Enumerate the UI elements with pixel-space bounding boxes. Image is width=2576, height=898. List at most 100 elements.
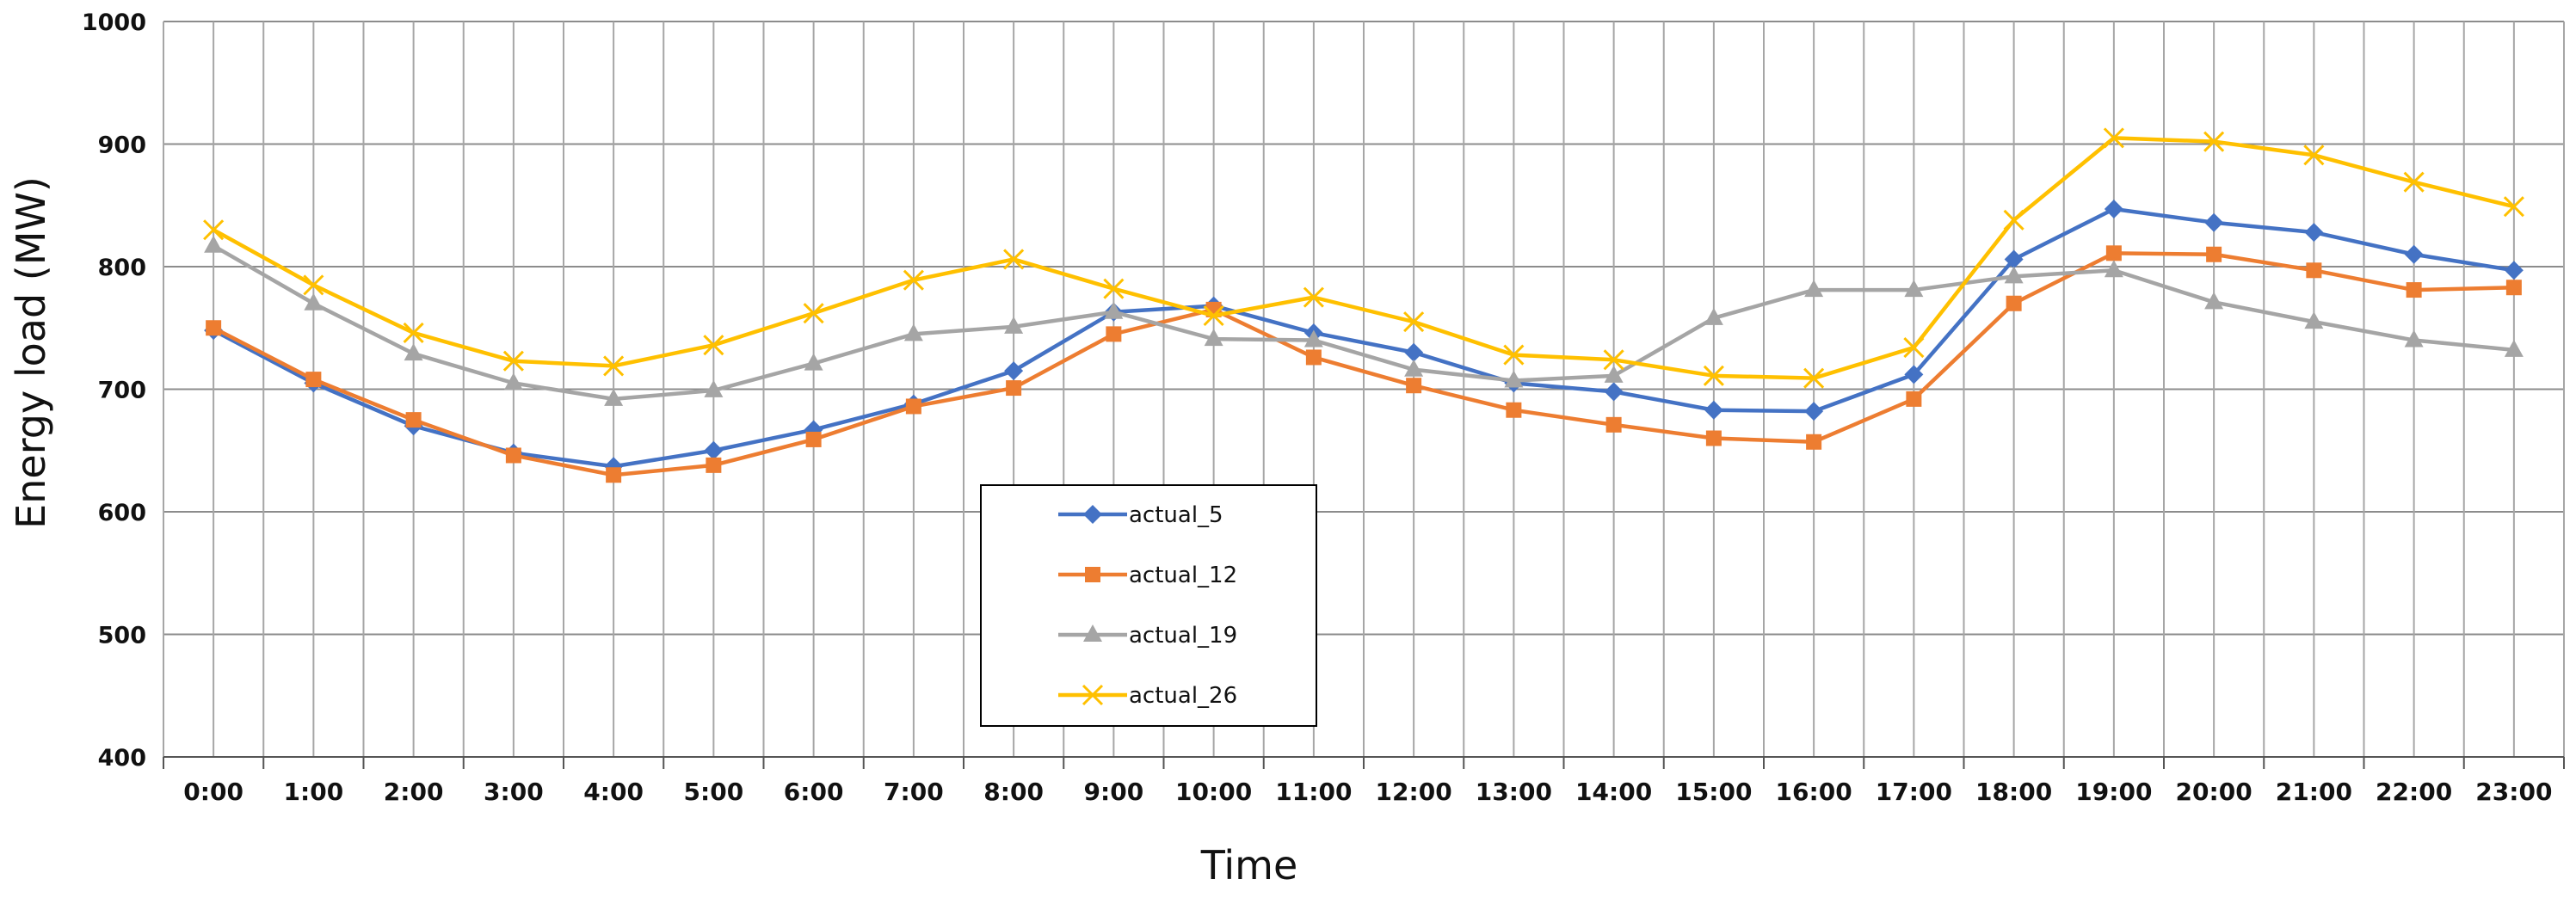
data-point [1904,280,1924,298]
data-point [1904,365,1924,384]
data-point [1906,391,1922,407]
data-point [2303,145,2325,166]
x-tick-label: 4:00 [583,778,644,806]
data-point [503,372,523,391]
legend-label: actual_19 [1129,623,1237,649]
data-point [1006,380,1022,397]
data-point [1303,286,1324,308]
data-point [2103,127,2124,149]
data-point [2504,261,2524,280]
data-point [2304,311,2324,329]
data-point [604,388,624,406]
data-point [2404,244,2424,264]
data-point [1305,349,1322,366]
data-point [1603,349,1624,371]
y-tick-label: 500 [98,623,146,649]
x-tick-label: 13:00 [1476,778,1552,806]
x-tick-label: 7:00 [884,778,944,806]
data-point [2403,171,2425,193]
legend-item: actual_5 [1058,502,1223,528]
data-point [2504,339,2524,357]
data-point [2104,200,2123,219]
data-point [2206,246,2222,262]
data-point [204,235,224,253]
data-point [1806,434,1822,450]
y-tick-label: 900 [98,132,146,159]
series-line [213,251,2514,477]
data-point [1203,304,1224,327]
data-point [304,292,324,311]
x-tick-label: 15:00 [1675,778,1752,806]
data-point [203,219,225,241]
data-point [1903,336,1925,359]
data-point [905,398,921,415]
data-point [2203,131,2225,152]
x-tick-label: 14:00 [1575,778,1652,806]
data-point [1504,370,1524,388]
series-actual_26 [203,127,2524,389]
x-tick-label: 9:00 [1084,778,1144,806]
data-point [603,355,625,377]
legend-swatch-marker [1082,684,1104,706]
data-point [1605,416,1622,433]
data-point [1703,365,1724,386]
data-point [1204,329,1223,347]
x-tick-label: 10:00 [1175,778,1252,806]
data-point [305,372,322,388]
x-tick-label: 18:00 [1975,778,2052,806]
data-point [505,447,521,464]
legend-label: actual_12 [1129,563,1237,588]
x-tick-label: 8:00 [983,778,1044,806]
y-axis-title: Energy load (MW) [8,176,54,529]
data-point [903,269,924,291]
data-point [403,322,424,344]
series-line [213,206,2515,469]
y-tick-label: 700 [98,378,146,404]
data-point [1103,278,1125,299]
data-point [903,323,923,341]
data-point [2204,292,2224,310]
data-point [405,412,422,428]
data-point [2104,260,2123,278]
data-point [804,353,823,371]
data-point [206,320,222,336]
x-tick-label: 12:00 [1376,778,1452,806]
data-point [703,335,724,356]
x-tick-label: 5:00 [684,778,744,806]
data-point [2004,249,2024,269]
data-point [1004,361,1024,381]
x-tick-label: 11:00 [1275,778,1352,806]
data-point [303,274,324,296]
data-point [1004,316,1024,334]
x-tick-label: 3:00 [484,778,544,806]
data-point [2505,280,2522,296]
data-point [1503,344,1525,366]
x-tick-label: 17:00 [1876,778,1952,806]
data-point [1404,359,1424,377]
data-point [1404,342,1424,362]
x-axis-title: Time [1200,842,1298,889]
legend-swatch-marker [1083,624,1102,642]
data-point [2204,212,2224,232]
data-point [1003,249,1025,270]
x-tick-label: 1:00 [284,778,344,806]
legend-label: actual_26 [1129,683,1237,709]
data-point [704,440,724,460]
legend-swatch-marker [1085,567,1100,582]
data-point [2306,262,2322,279]
x-tick-label: 2:00 [384,778,444,806]
legend-swatch-marker [1083,505,1102,524]
x-tick-label: 20:00 [2176,778,2252,806]
legend-item: actual_19 [1058,623,1237,649]
data-point [1604,365,1624,383]
legend-item: actual_26 [1058,683,1237,709]
series-actual_12 [206,245,2522,483]
data-point [2004,266,2024,284]
axes: 400 500 600 700 800 900 1000 0:00 1:00 2:00 3:00 4:… [82,9,2565,806]
data-point [404,343,423,361]
data-point [1104,301,1124,319]
data-point [502,350,524,372]
y-tick-label: 1000 [82,9,146,36]
legend-item: actual_12 [1058,563,1237,588]
data-point [2105,245,2122,261]
